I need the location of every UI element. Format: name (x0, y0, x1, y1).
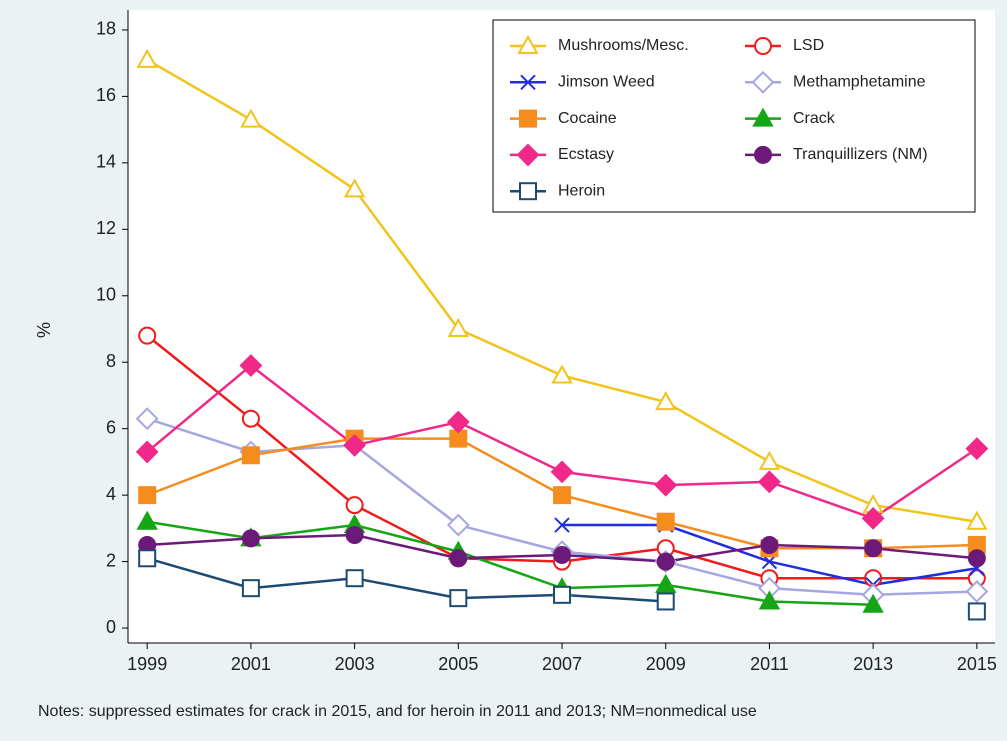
marker (136, 48, 158, 68)
marker (656, 512, 675, 531)
marker (758, 470, 781, 494)
legend-box (492, 19, 976, 213)
marker (345, 496, 364, 515)
marker (343, 178, 366, 198)
marker (862, 593, 884, 613)
marker (446, 410, 470, 434)
marker (138, 486, 157, 505)
marker (861, 506, 885, 530)
legend-marker (517, 34, 539, 54)
marker (447, 317, 470, 337)
y-tick-label: 8 (106, 351, 116, 371)
y-tick-label: 2 (106, 550, 116, 570)
x-tick-label: 2011 (750, 654, 789, 674)
marker (446, 513, 470, 537)
y-tick-label: 0 (106, 617, 116, 637)
x-tick-label: 2003 (335, 654, 375, 674)
marker (965, 437, 989, 461)
legend-marker (519, 182, 537, 201)
marker (656, 592, 675, 611)
marker (553, 486, 572, 505)
marker (967, 602, 986, 621)
legend-label: Tranquillizers (NM) (793, 146, 928, 163)
legend-marker (751, 70, 775, 94)
marker (241, 529, 260, 548)
marker (864, 539, 883, 558)
marker (136, 510, 158, 530)
x-tick-label: 2009 (646, 654, 686, 674)
marker (967, 549, 986, 568)
legend-marker (752, 107, 774, 127)
marker (135, 440, 159, 464)
legend-label: Methamphetamine (793, 74, 926, 91)
marker (241, 579, 260, 598)
marker (135, 407, 159, 431)
x-tick-label: 2015 (957, 654, 997, 674)
y-tick-label: 12 (96, 218, 116, 238)
marker (656, 552, 675, 571)
marker (345, 526, 364, 545)
marker (655, 573, 677, 593)
y-tick-label: 18 (96, 19, 116, 39)
marker (758, 590, 781, 610)
legend: Mushrooms/Mesc. LSD Jimson Weed Methampheta… (492, 19, 976, 213)
legend-label: Ecstasy (558, 146, 614, 163)
marker (449, 589, 468, 608)
x-tick-label: 2005 (438, 654, 478, 674)
x-tick-label: 2013 (853, 654, 893, 674)
marker (239, 354, 263, 377)
legend-label: Jimson Weed (558, 74, 655, 91)
marker (343, 433, 367, 457)
marker (554, 517, 570, 533)
marker (550, 460, 574, 484)
series-line (146, 520, 874, 607)
legend-marker (520, 74, 536, 91)
marker (138, 326, 157, 345)
x-tick-label: 1999 (127, 654, 167, 674)
legend-label: Cocaine (558, 110, 617, 127)
legend-label: LSD (793, 37, 824, 54)
legend-label: Heroin (558, 182, 605, 199)
marker (553, 585, 572, 604)
x-tick-label: 2007 (542, 654, 582, 674)
marker (760, 535, 779, 554)
marker (553, 545, 572, 564)
marker (551, 364, 573, 384)
y-tick-label: 4 (106, 484, 116, 504)
y-tick-label: 10 (96, 285, 116, 305)
legend-label: Mushrooms/Mesc. (558, 37, 689, 54)
legend-marker (754, 145, 772, 164)
legend-marker (519, 109, 537, 128)
marker (966, 510, 988, 530)
marker (758, 450, 781, 470)
marker (654, 473, 678, 497)
marker (345, 569, 364, 588)
marker (449, 549, 468, 568)
marker (965, 580, 989, 603)
y-tick-label: 16 (96, 85, 116, 105)
marker (241, 446, 260, 465)
marker (240, 108, 262, 128)
y-axis-label: % (34, 322, 54, 338)
legend-label: Crack (793, 110, 836, 127)
y-tick-label: 6 (106, 417, 116, 437)
y-tick-label: 14 (96, 152, 116, 172)
marker (138, 549, 157, 568)
note: Notes: suppressed estimates for crack in… (38, 703, 757, 720)
marker (241, 409, 260, 428)
x-tick-label: 2001 (231, 654, 271, 674)
legend-marker (516, 143, 540, 167)
legend-marker (754, 37, 772, 55)
marker (655, 391, 677, 411)
